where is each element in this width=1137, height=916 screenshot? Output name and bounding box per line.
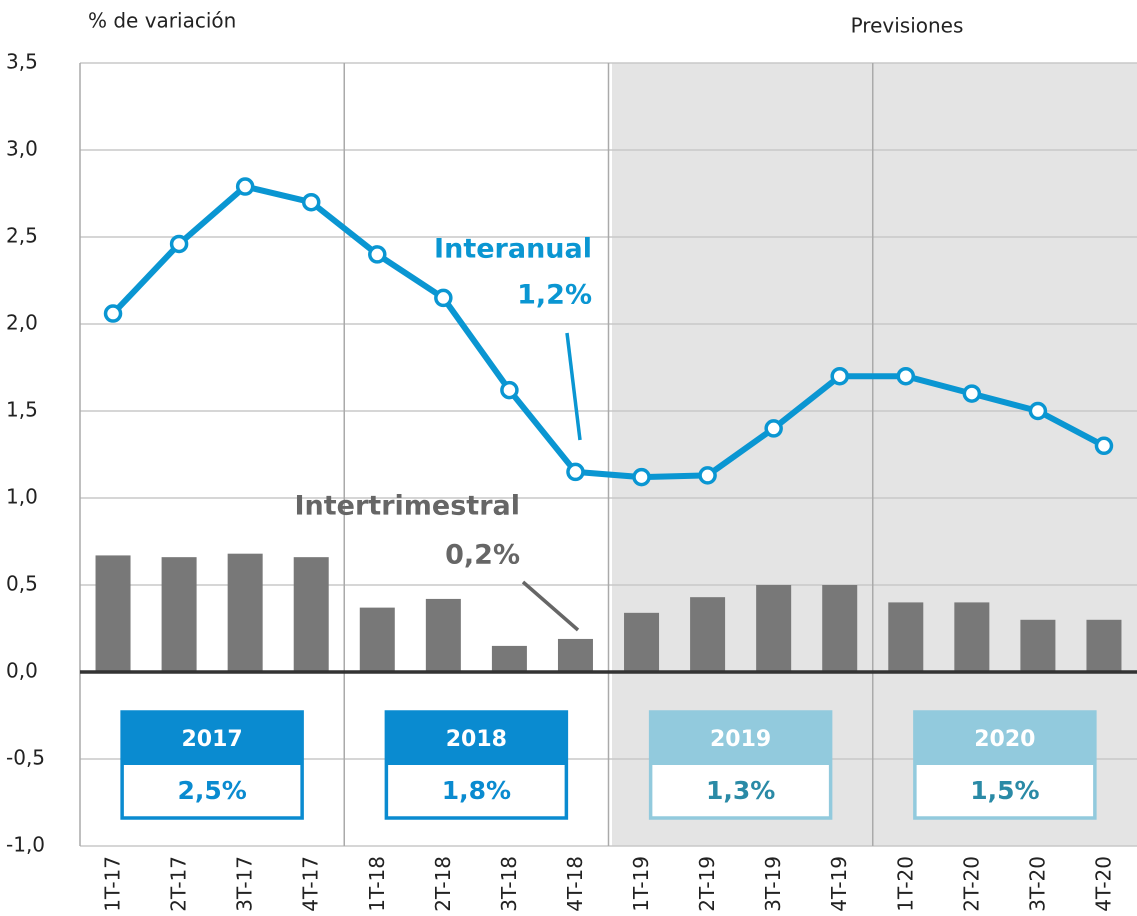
x-tick-label: 1T-17 <box>101 856 125 912</box>
bar <box>293 557 329 672</box>
year-box-header <box>650 712 831 765</box>
bar <box>690 597 726 672</box>
year-value: 1,8% <box>442 776 511 805</box>
x-tick-label: 3T-17 <box>233 856 257 912</box>
annotation: 0,2% <box>445 540 520 571</box>
year-box-header <box>122 712 303 765</box>
bar <box>1020 619 1056 672</box>
x-tick-label: 1T-20 <box>893 856 917 912</box>
y-tick-label: -1,0 <box>6 833 45 857</box>
year-label: 2020 <box>974 727 1035 752</box>
x-tick-label: 2T-20 <box>959 856 983 912</box>
year-box-header <box>914 712 1095 765</box>
annotation: 1,2% <box>517 280 592 311</box>
line-marker <box>962 384 982 403</box>
bar <box>756 585 792 672</box>
x-tick-label: 2T-17 <box>167 856 191 912</box>
x-tick-label: 2T-18 <box>431 856 455 912</box>
pointer <box>521 580 580 632</box>
y-tick-label: -0,5 <box>6 746 45 770</box>
y-tick-label: 0,0 <box>6 659 38 683</box>
line-marker <box>896 366 916 386</box>
x-tick-label: 1T-19 <box>629 856 653 912</box>
line-marker <box>566 462 585 482</box>
y-tick-label: 1,0 <box>6 485 38 509</box>
line-marker <box>1028 401 1048 421</box>
line-marker <box>301 192 321 212</box>
y-tick-label: 3,0 <box>6 137 38 161</box>
x-tick-label: 4T-19 <box>827 856 851 912</box>
year-value: 2,5% <box>177 776 246 805</box>
series-label: Interanual <box>434 234 592 265</box>
x-tick-label: 4T-17 <box>299 856 323 912</box>
line-marker <box>830 366 849 386</box>
line-marker <box>500 380 519 400</box>
line-marker <box>764 419 783 438</box>
series-label: Intertrimestral <box>295 491 521 522</box>
line-marker <box>169 234 189 254</box>
bar <box>822 585 858 672</box>
line <box>110 183 1106 481</box>
forecast-label: Previsiones <box>851 14 964 38</box>
line-marker <box>235 177 255 196</box>
x-tick-label: 3T-19 <box>761 856 785 912</box>
x-tick-label: 4T-20 <box>1091 856 1115 912</box>
bar <box>624 612 660 672</box>
bar <box>557 638 593 672</box>
line-marker <box>434 288 453 308</box>
line-marker <box>1094 436 1114 456</box>
line-marker <box>698 466 717 485</box>
x-tick-label: 2T-19 <box>695 856 719 912</box>
year-label: 2017 <box>182 727 243 752</box>
bar <box>888 602 924 672</box>
bar <box>95 555 131 672</box>
y-tick-label: 3,5 <box>6 50 38 74</box>
y-tick-label: 0,5 <box>6 572 38 596</box>
x-tick-label: 3T-18 <box>497 856 521 912</box>
y-tick-label: 2,5 <box>6 224 38 248</box>
bar <box>161 557 197 672</box>
pointer <box>565 332 582 441</box>
year-value: 1,3% <box>706 776 775 805</box>
bar <box>425 598 461 672</box>
y-tick-label: 1,5 <box>6 398 38 422</box>
line-marker <box>632 467 651 487</box>
year-value: 1,5% <box>970 776 1039 805</box>
year-label: 2019 <box>710 727 771 752</box>
x-tick-label: 1T-18 <box>365 856 389 912</box>
line-marker <box>103 304 123 323</box>
bar <box>954 602 990 672</box>
year-box-header <box>386 712 567 765</box>
year-label: 2018 <box>446 727 507 752</box>
bar <box>359 607 395 672</box>
marks <box>80 177 1137 674</box>
x-tick-label: 3T-20 <box>1025 856 1049 912</box>
bar <box>227 553 263 672</box>
y-axis-label: % de variación <box>88 9 236 33</box>
bar <box>1086 619 1122 672</box>
x-tick-label: 4T-18 <box>563 856 587 912</box>
y-tick-label: 2,0 <box>6 311 38 335</box>
bar <box>491 645 527 672</box>
line-marker <box>368 245 387 264</box>
